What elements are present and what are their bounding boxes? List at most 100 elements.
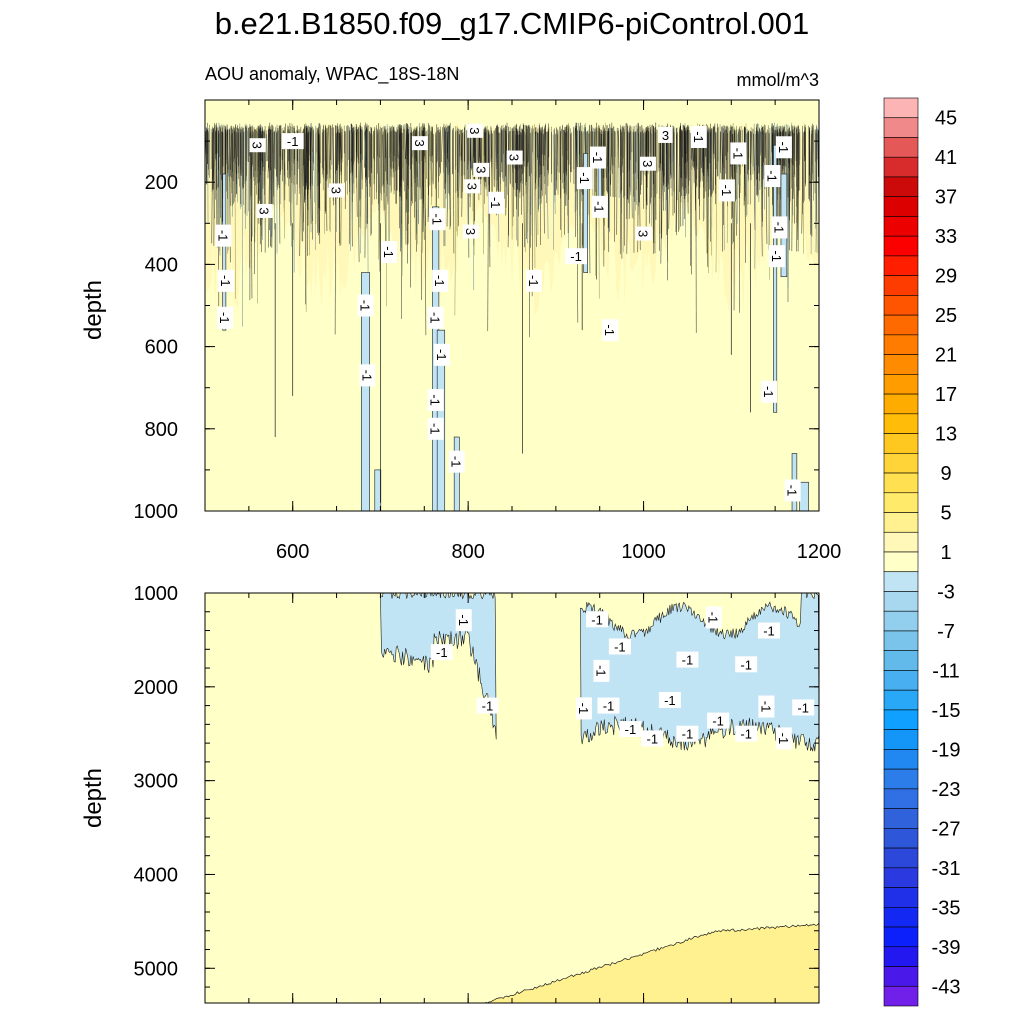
contour-label-text: -1 xyxy=(761,386,776,398)
contour-label: -1 xyxy=(575,697,592,720)
y-tick-label: 400 xyxy=(145,254,178,276)
contour-label-bg xyxy=(249,138,266,153)
contour-spike xyxy=(446,127,448,212)
contour-label: -1 xyxy=(576,167,593,190)
contour-label-text: -1 xyxy=(432,275,447,287)
contour-label-bg xyxy=(784,479,801,502)
contour-label-text: -1 xyxy=(436,645,448,660)
contour-label-bg xyxy=(608,638,631,655)
colorbar-box xyxy=(883,176,919,197)
colorbar-box xyxy=(883,117,919,138)
colorbar-label: -23 xyxy=(932,779,961,801)
contour-label: -1 xyxy=(427,306,444,329)
bottom-contour-labels: -1 -1 -1 -1 -1 -1 -1 -1 -1 -1 -1 -1 -1 -1 -1 -1 -1 -1 -1 -1… xyxy=(430,606,815,750)
contour-label: -1 xyxy=(427,389,444,412)
contour-label-bg xyxy=(476,697,499,714)
contour-spike xyxy=(230,126,232,170)
contour-spike xyxy=(247,130,249,212)
contour-spike xyxy=(518,134,520,217)
contour-label-text: -1 xyxy=(730,148,745,160)
contour-label-bg xyxy=(718,179,735,202)
colorbar-box xyxy=(883,591,919,612)
contour-spike xyxy=(383,126,386,244)
contour-label: -1 xyxy=(281,133,304,150)
contour-spike xyxy=(367,130,369,293)
contour-spike xyxy=(279,125,281,244)
colorbar-label: -11 xyxy=(932,660,959,682)
colorbar-box xyxy=(883,433,919,454)
contour-label: -1 xyxy=(735,656,758,673)
contour-label-bg xyxy=(658,691,681,708)
contour-label: -1 xyxy=(707,712,730,729)
contour-label: -1 xyxy=(676,725,699,742)
contour-label-text: -1 xyxy=(429,213,444,225)
contour-label-text: 3 xyxy=(473,166,488,173)
colorbar-label: -35 xyxy=(932,897,961,919)
contour-spike xyxy=(811,133,813,237)
bottom-axes: 1000 2000 3000 4000 5000 xyxy=(134,583,820,1004)
contour-label-text: -1 xyxy=(434,349,449,361)
contour-label-bg xyxy=(473,162,490,177)
contour-label-text: -1 xyxy=(682,653,694,668)
colorbar-label: 21 xyxy=(935,345,957,367)
contour-label-bg xyxy=(576,167,593,190)
contour-label-bg xyxy=(411,136,428,151)
colorbar-box xyxy=(883,97,919,119)
contour-label-bg xyxy=(488,191,505,214)
contour-label-text: 3 xyxy=(467,127,482,134)
colorbar-box xyxy=(883,650,919,671)
colorbar-box xyxy=(883,768,919,790)
contour-label-bg xyxy=(764,165,781,188)
contour-label-bg xyxy=(619,721,642,738)
contour-label-bg xyxy=(467,123,484,138)
contour-label-text: -1 xyxy=(449,456,464,468)
contour-label: -1 xyxy=(764,165,781,188)
contour-label: -1 xyxy=(602,319,619,342)
contour-spike xyxy=(378,122,381,272)
colorbar-label: -19 xyxy=(932,739,961,761)
contour-label-bg xyxy=(775,727,792,750)
negative-column xyxy=(583,153,588,273)
colorbar-box xyxy=(883,295,919,316)
contour-label: -1 xyxy=(525,269,542,292)
contour-label-bg xyxy=(593,659,610,682)
y-tick-label: 2000 xyxy=(134,677,179,699)
contour-label-text: 3 xyxy=(463,228,478,235)
contour-label: -1 xyxy=(775,727,792,750)
contour-label: -1 xyxy=(455,609,472,632)
contour-label: -1 xyxy=(730,142,747,165)
deep-contour-line xyxy=(485,922,819,1003)
contour-label-bg xyxy=(641,730,664,747)
contour-spike xyxy=(652,124,654,244)
contour-label-bg xyxy=(589,146,606,169)
contour-label: 3 xyxy=(411,136,428,151)
colorbar-box xyxy=(883,867,919,888)
contour-label-bg xyxy=(758,622,781,639)
contour-label-text: -1 xyxy=(590,152,605,164)
contour-label: -1 xyxy=(784,479,801,502)
contour-label: 3 xyxy=(658,126,673,143)
colorbar-label: 45 xyxy=(935,108,957,130)
contour-label-text: -1 xyxy=(772,222,787,234)
contour-spike xyxy=(301,132,304,242)
contour-label-bg xyxy=(735,725,758,742)
contour-label-bg xyxy=(429,208,446,231)
contour-label: -1 xyxy=(705,606,722,629)
contour-label-bg xyxy=(761,380,778,403)
contour-label-text: -1 xyxy=(797,700,809,715)
contour-spike xyxy=(768,132,770,250)
contour-label: -1 xyxy=(591,195,608,218)
contour-label: 3 xyxy=(473,162,490,177)
contour-spike xyxy=(690,129,693,275)
colorbar-box xyxy=(883,709,919,730)
y-tick-label: 600 xyxy=(145,337,178,359)
contour-spike xyxy=(325,126,328,231)
colorbar-box xyxy=(883,630,919,651)
contour-label-text: -1 xyxy=(664,693,676,708)
colorbar-label: -43 xyxy=(932,976,961,998)
x-tick-label: 800 xyxy=(451,541,484,563)
contour-label-text: -1 xyxy=(682,727,694,742)
contour-label-text: -1 xyxy=(428,312,443,324)
y-tick-label: 5000 xyxy=(134,958,179,980)
contour-spike xyxy=(270,125,273,219)
